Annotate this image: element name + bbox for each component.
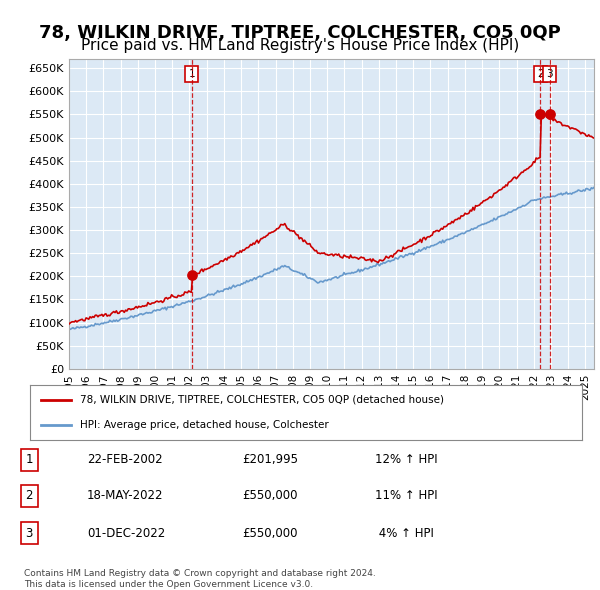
Text: £201,995: £201,995	[242, 454, 298, 467]
Text: 1: 1	[26, 454, 33, 467]
Text: Price paid vs. HM Land Registry's House Price Index (HPI): Price paid vs. HM Land Registry's House …	[81, 38, 519, 53]
Text: 3: 3	[26, 527, 33, 540]
Text: Contains HM Land Registry data © Crown copyright and database right 2024.
This d: Contains HM Land Registry data © Crown c…	[24, 569, 376, 589]
Point	[545, 110, 554, 119]
Point	[187, 271, 197, 280]
Text: HPI: Average price, detached house, Colchester: HPI: Average price, detached house, Colc…	[80, 420, 328, 430]
Text: 22-FEB-2002: 22-FEB-2002	[87, 454, 163, 467]
Text: 78, WILKIN DRIVE, TIPTREE, COLCHESTER, CO5 0QP: 78, WILKIN DRIVE, TIPTREE, COLCHESTER, C…	[39, 24, 561, 42]
Text: 18-MAY-2022: 18-MAY-2022	[87, 490, 163, 503]
Text: £550,000: £550,000	[242, 527, 298, 540]
Text: £550,000: £550,000	[242, 490, 298, 503]
Text: 2: 2	[537, 69, 544, 79]
Text: 11% ↑ HPI: 11% ↑ HPI	[375, 490, 437, 503]
Text: 78, WILKIN DRIVE, TIPTREE, COLCHESTER, CO5 0QP (detached house): 78, WILKIN DRIVE, TIPTREE, COLCHESTER, C…	[80, 395, 443, 405]
Text: 1: 1	[188, 69, 195, 79]
Text: 01-DEC-2022: 01-DEC-2022	[87, 527, 165, 540]
Text: 2: 2	[26, 490, 33, 503]
Point	[535, 110, 545, 119]
Text: 12% ↑ HPI: 12% ↑ HPI	[375, 454, 437, 467]
Text: 4% ↑ HPI: 4% ↑ HPI	[375, 527, 434, 540]
Text: 3: 3	[546, 69, 553, 79]
